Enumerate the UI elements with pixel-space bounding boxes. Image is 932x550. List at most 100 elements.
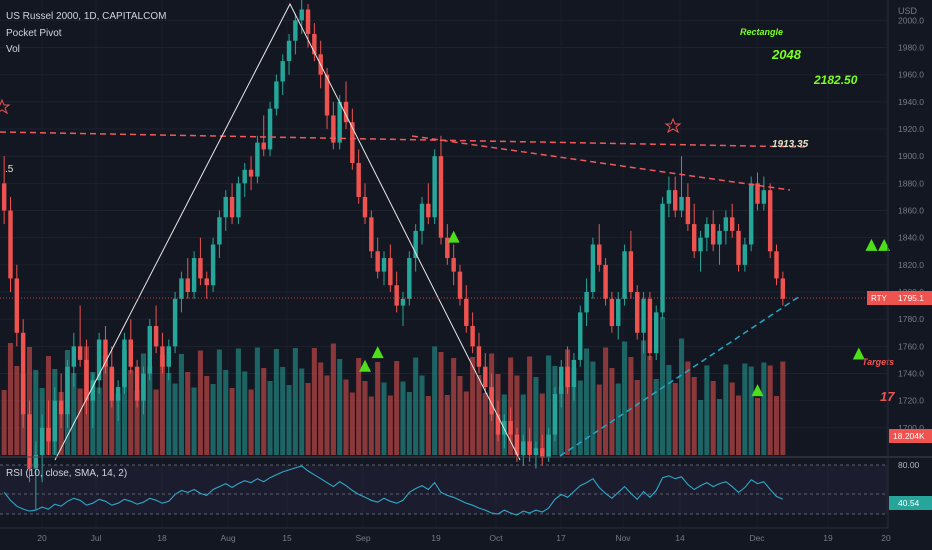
candle-body [128,339,133,367]
volume-bar [159,355,165,455]
volume-bar [685,361,691,455]
rsi-legend[interactable]: RSI (10, close, SMA, 14, 2) [6,468,127,479]
volume-bar [216,349,222,455]
candle-body [381,258,387,272]
volume-bar [77,388,83,455]
candle-body [255,142,260,177]
volume-bar [147,366,153,455]
volume-bar [780,361,786,455]
time-tick-label: 19 [431,533,441,543]
time-tick-label: 19 [823,533,833,543]
candle-body [204,278,209,286]
last-volume-value: 18.204K [893,431,925,441]
volume-bar [647,356,653,455]
candle-body [748,183,754,245]
candle-body [90,380,96,401]
time-tick-label: 20 [881,533,891,543]
candle-body [413,230,418,259]
indicator-pocket-pivot[interactable]: Pocket Pivot [6,28,62,39]
volume-bar [660,317,666,455]
signal-triangle [751,384,764,397]
volume-bar [773,396,780,455]
last-volume-box [889,429,932,443]
candle-body [267,108,273,150]
candle-body [578,312,583,360]
candle-body [191,258,197,293]
volume-bar [710,381,716,455]
volume-bar [432,346,438,455]
volume-bar [666,365,672,455]
neckline-dashed[interactable] [0,131,806,148]
volume-bar [267,381,273,455]
candle-body [767,190,773,252]
candle-body [229,196,235,218]
candle-body [274,81,279,109]
candle-body [584,292,589,313]
candle-body [179,278,184,299]
volume-bar [735,395,742,455]
candle-body [312,33,317,55]
volume-bar [565,349,571,455]
volume-bar [394,361,400,455]
candle-body [52,400,58,442]
candle-body [729,217,735,231]
price-tick-label: 1840.0 [898,233,924,243]
volume-bar [178,354,184,455]
volume-bar [115,394,121,455]
volume-bar [438,352,444,455]
volume-bar [413,357,419,455]
candle-body [691,224,697,252]
volume-bar [286,385,292,455]
candle-body [33,455,39,469]
volume-bar [242,371,248,455]
candle-body [616,298,621,326]
candle-body [774,251,779,279]
candle-body [495,414,501,435]
volume-bar [704,365,710,455]
descending-trendline[interactable] [411,135,791,191]
volume-bar [185,372,191,455]
ascending-trendline[interactable] [559,295,801,457]
candle-body [647,298,653,354]
volume-bar [615,383,621,455]
candle-body [571,359,577,388]
candle-body [153,325,159,347]
candle-body [445,237,450,259]
volume-bar [134,390,140,455]
volume-bar [254,347,260,455]
price-axis-ticks: 2000.0 1980.0 1960.0 1940.0 1920.0 1900.0 1880… [898,15,924,432]
volume-bar [622,341,628,455]
volume-bar [96,387,102,455]
volume-bar [457,376,463,455]
candle-body [147,325,152,374]
candle-body [242,169,247,184]
volume-bar [121,349,127,455]
price-tick-label: 1900.0 [898,151,924,161]
volume-bar [102,355,108,455]
symbol-title: US Russel 2000, 1D, CAPITALCOM [6,11,166,22]
signal-triangle [447,230,460,243]
volume-bar [33,370,39,455]
candle-body [470,325,475,347]
last-price-value: 1795.1 [898,293,924,303]
time-tick-label: Nov [615,533,631,543]
time-tick-label: Oct [489,533,503,543]
candle-body [742,244,748,265]
time-tick-label: Jul [91,533,102,543]
candle-body [248,169,254,177]
price-tick-label: 1740.0 [898,369,924,379]
candle-body [14,278,20,333]
candle-body [723,217,729,231]
candle-body [39,427,45,455]
volume-bar [330,343,336,455]
candle-body [622,251,627,299]
volume-bar [767,365,773,455]
rsi-value-box [889,496,932,510]
candle-body [432,156,437,218]
time-tick-label: 20 [37,533,47,543]
price-tick-label: 1820.0 [898,260,924,270]
signal-triangle [865,238,878,251]
indicator-volume[interactable]: Vol [6,44,20,55]
pattern-lines[interactable] [54,2,521,461]
